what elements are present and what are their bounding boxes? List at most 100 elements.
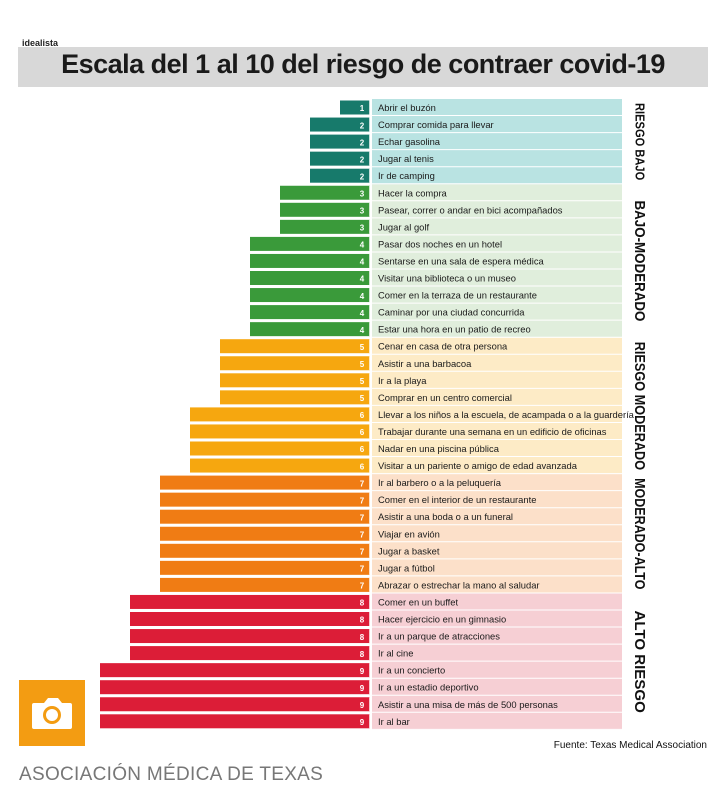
camera-button[interactable]: [19, 680, 85, 746]
bar: [160, 543, 370, 558]
activity-label: Hacer ejercicio en un gimnasio: [378, 614, 506, 625]
bar: [310, 168, 370, 183]
activity-label: Echar gasolina: [378, 136, 441, 147]
bar: [160, 492, 370, 507]
bar-value-label: 5: [360, 343, 365, 352]
bar: [220, 390, 370, 405]
title-band: [18, 47, 708, 87]
bar-value-label: 5: [360, 394, 365, 403]
bar-value-label: 6: [360, 462, 365, 471]
activity-label: Comer en la terraza de un restaurante: [378, 290, 537, 301]
activity-label: Asistir a una barbacoa: [378, 358, 472, 369]
bar: [130, 646, 370, 661]
bar-value-label: 8: [360, 633, 365, 642]
bar: [220, 339, 370, 354]
bar: [280, 219, 370, 234]
bar: [130, 594, 370, 609]
activity-label: Abrir el buzón: [378, 102, 436, 113]
activity-label: Trabajar durante una semana en un edific…: [378, 426, 607, 437]
bar-value-label: 9: [360, 701, 365, 710]
bar-value-label: 5: [360, 377, 365, 386]
bar: [160, 509, 370, 524]
activity-label: Abrazar o estrechar la mano al saludar: [378, 579, 540, 590]
activity-label: Ir a un parque de atracciones: [378, 631, 500, 642]
bar-value-label: 2: [360, 121, 365, 130]
activity-label: Ir al barbero o a la peluquería: [378, 477, 502, 488]
bar-value-label: 5: [360, 360, 365, 369]
bar: [340, 100, 370, 115]
activity-label: Nadar en una piscina pública: [378, 443, 500, 454]
bar-value-label: 7: [360, 548, 365, 557]
bar: [190, 407, 370, 422]
activity-label: Caminar por una ciudad concurrida: [378, 307, 525, 318]
bar-value-label: 7: [360, 513, 365, 522]
activity-label: Comer en un buffet: [378, 596, 458, 607]
bar-value-label: 3: [360, 224, 365, 233]
activity-label: Comprar comida para llevar: [378, 119, 494, 130]
bar-value-label: 8: [360, 599, 365, 608]
bar: [100, 680, 370, 695]
bar-value-label: 4: [360, 326, 365, 335]
activity-label: Sentarse en una sala de espera médica: [378, 255, 545, 266]
bar-value-label: 2: [360, 155, 365, 164]
bar: [250, 322, 370, 337]
bar: [310, 117, 370, 132]
bar: [220, 356, 370, 371]
bar-value-label: 4: [360, 292, 365, 301]
bar: [160, 560, 370, 575]
activity-label: Comprar en un centro comercial: [378, 392, 512, 403]
activity-label: Jugar al golf: [378, 221, 429, 232]
bar: [250, 271, 370, 285]
risk-group-label: BAJO-MODERADO: [631, 201, 648, 322]
activity-label: Jugar al tenis: [378, 153, 434, 164]
activity-label: Pasear, correr o andar en bici acompañad…: [378, 204, 563, 215]
chart-title: Escala del 1 al 10 del riesgo de contrae…: [61, 49, 665, 79]
bar-value-label: 8: [360, 616, 365, 625]
bar-value-label: 7: [360, 479, 365, 488]
activity-label: Hacer la compra: [378, 187, 448, 198]
source-note: Fuente: Texas Medical Association: [553, 740, 707, 751]
bar: [190, 424, 370, 439]
bar-value-label: 6: [360, 428, 365, 437]
bar: [160, 577, 370, 592]
bar: [160, 526, 370, 541]
bar: [220, 373, 370, 388]
bar: [130, 629, 370, 644]
bar: [130, 612, 370, 626]
risk-group-label: RIESGO BAJO: [633, 103, 647, 180]
activity-label: Asistir a una misa de más de 500 persona…: [378, 699, 558, 710]
risk-band-0: [372, 99, 622, 185]
bar: [250, 253, 370, 268]
bar: [190, 458, 370, 473]
activity-label: Ir a un estadio deportivo: [378, 682, 479, 693]
bar-value-label: 7: [360, 496, 365, 505]
activity-label: Cenar en casa de otra persona: [378, 341, 508, 352]
risk-group-label: RIESGO MODERADO: [631, 342, 648, 471]
bar: [250, 305, 370, 320]
bar-value-label: 7: [360, 565, 365, 574]
risk-band-1: [372, 184, 622, 338]
bar-value-label: 4: [360, 309, 365, 318]
activity-label: Ir a la playa: [378, 375, 427, 386]
risk-group-label: MODERADO-ALTO: [631, 478, 648, 590]
risk-band-3: [372, 474, 622, 594]
activity-label: Pasar dos noches en un hotel: [378, 238, 502, 249]
activity-label: Estar una hora en un patio de recreo: [378, 324, 531, 335]
activity-label: Ir al cine: [378, 648, 413, 659]
bar-value-label: 4: [360, 258, 365, 267]
bar-value-label: 6: [360, 411, 365, 420]
bar-value-label: 3: [360, 207, 365, 216]
activity-label: Llevar a los niños a la escuela, de acam…: [378, 409, 635, 420]
activity-label: Jugar a basket: [378, 545, 440, 556]
image-caption: ASOCIACIÓN MÉDICA DE TEXAS: [19, 764, 324, 785]
bar: [280, 202, 370, 217]
bar-value-label: 9: [360, 667, 365, 676]
bar: [310, 134, 370, 149]
bar-value-label: 7: [360, 530, 365, 539]
bar-value-label: 1: [360, 104, 365, 113]
bar-value-label: 3: [360, 189, 365, 198]
activity-label: Visitar una biblioteca o un museo: [378, 273, 516, 284]
risk-band-2: [372, 337, 622, 475]
bar-value-label: 9: [360, 684, 365, 693]
